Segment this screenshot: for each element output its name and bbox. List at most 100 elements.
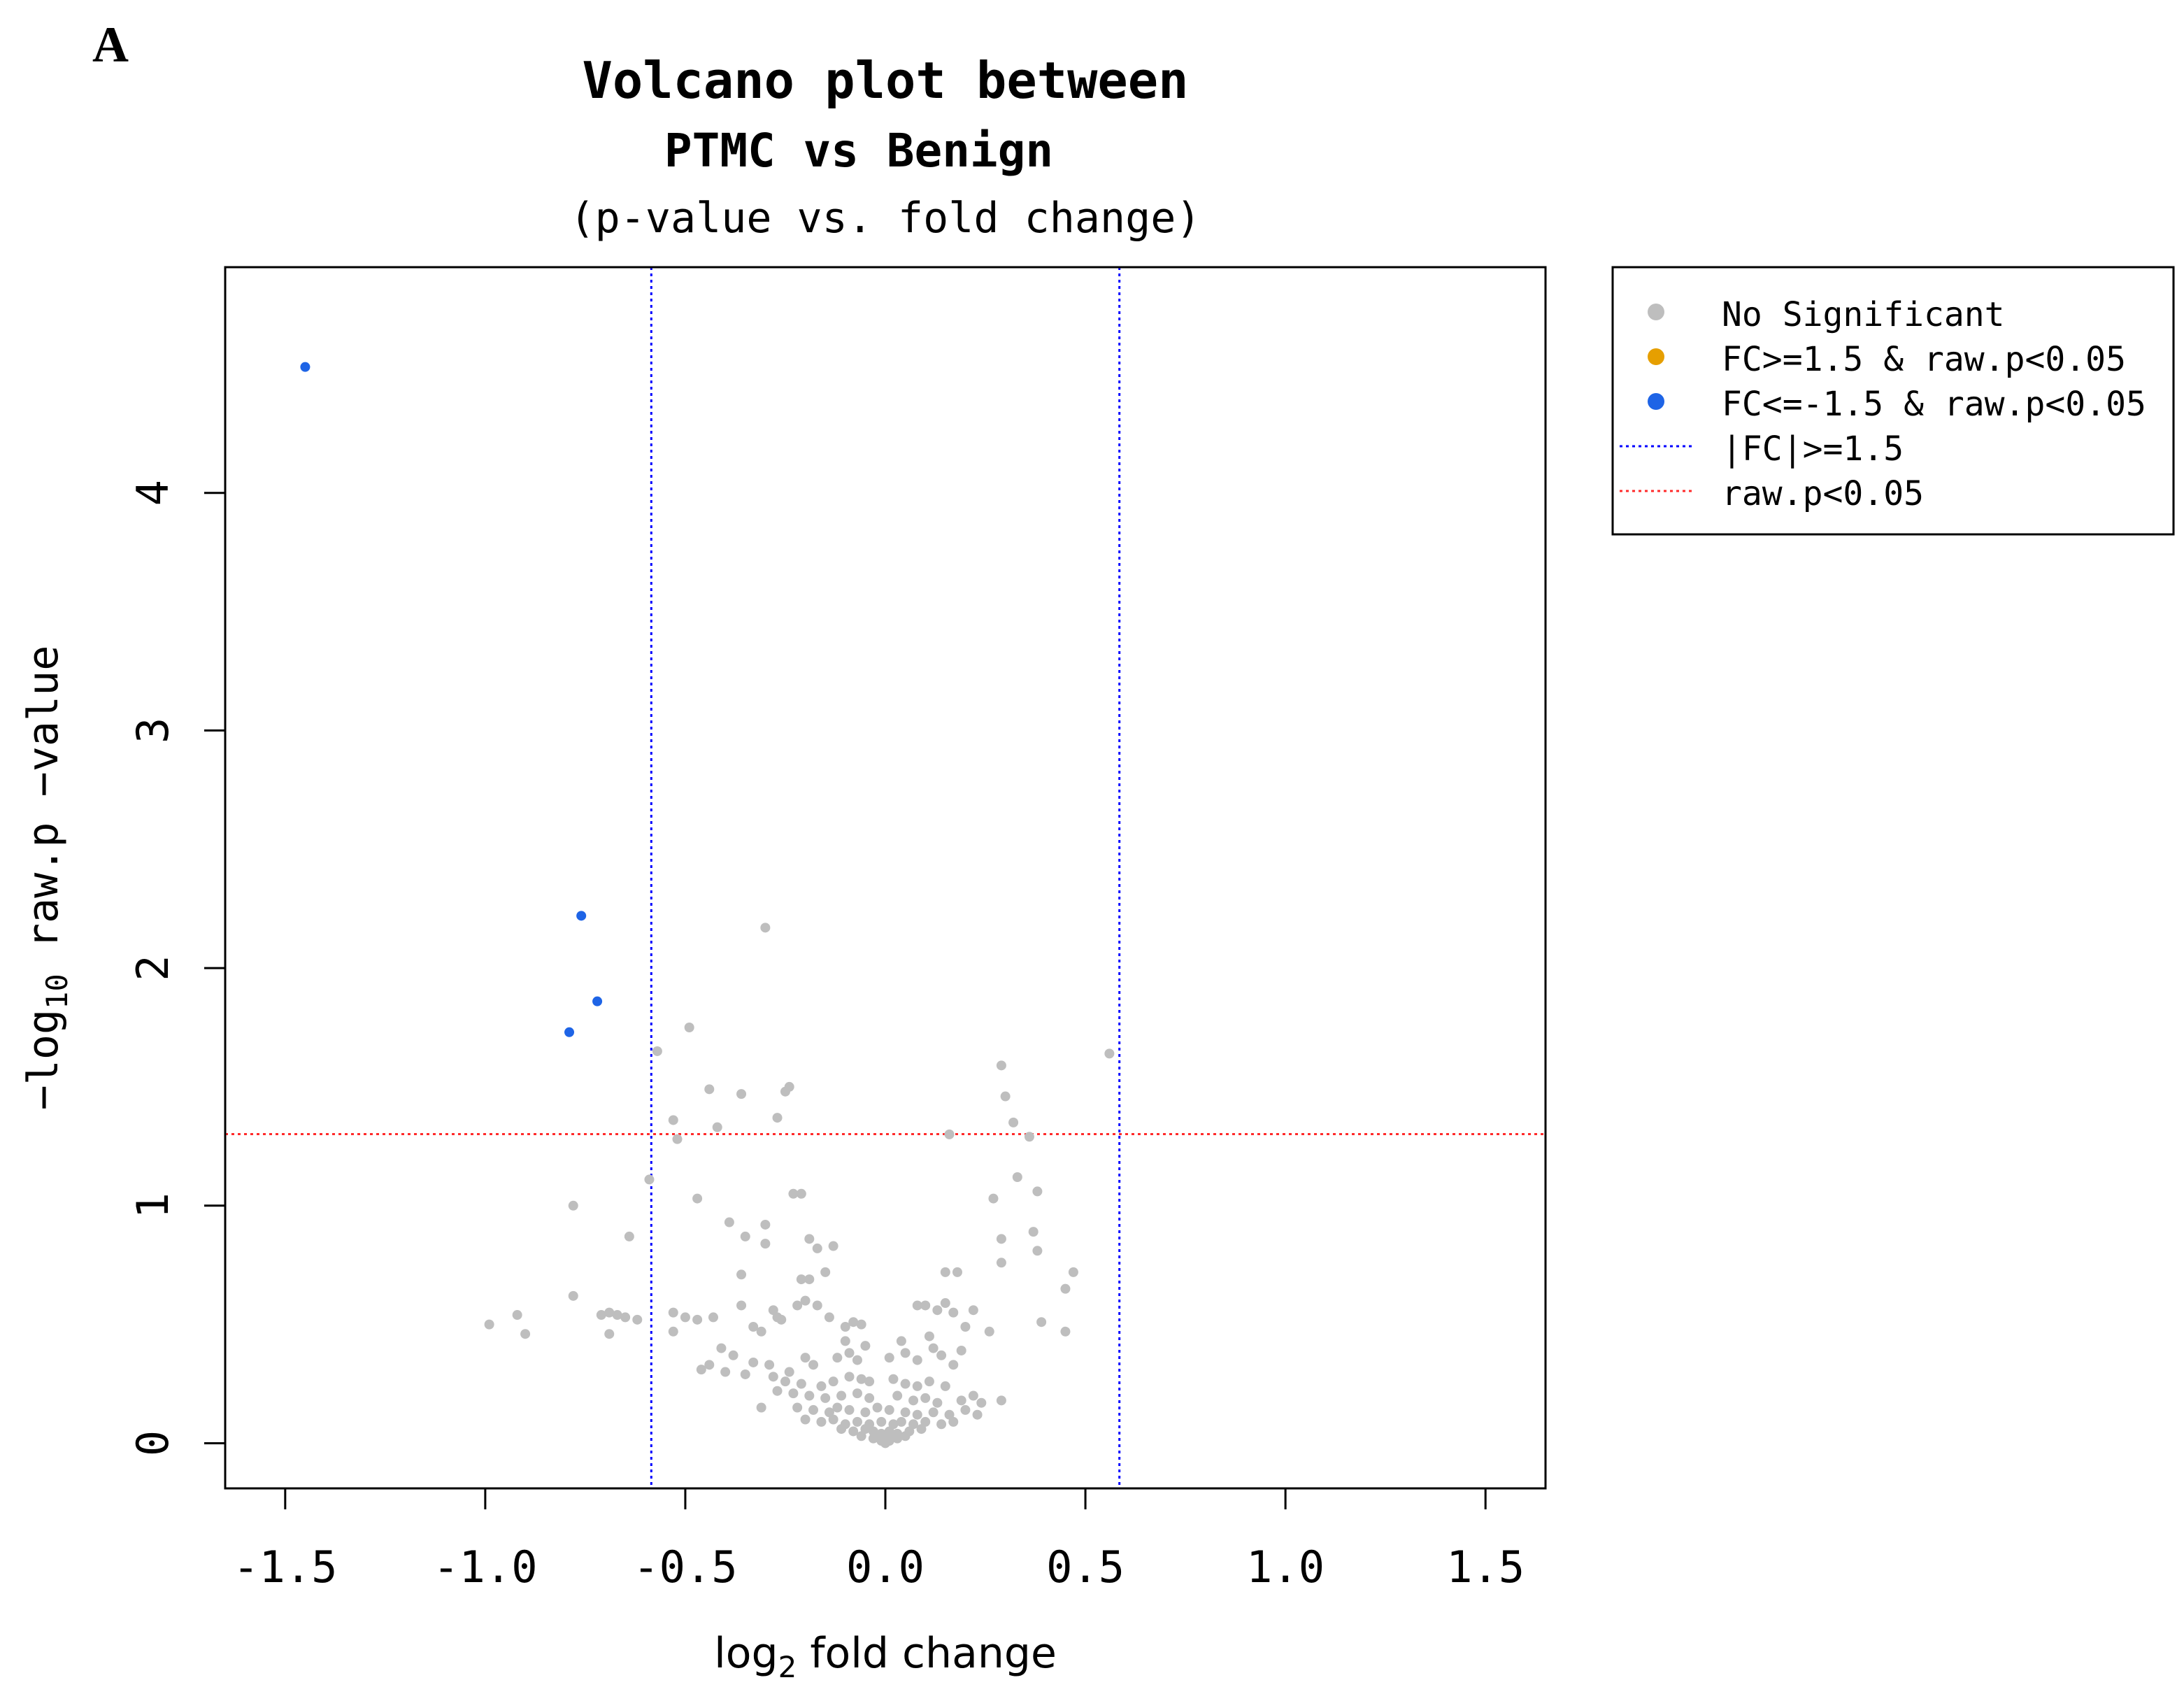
data-point xyxy=(856,1374,866,1384)
data-point xyxy=(856,1431,866,1442)
data-point xyxy=(864,1393,875,1403)
data-point xyxy=(800,1295,811,1306)
data-point xyxy=(952,1267,962,1277)
data-point xyxy=(996,1395,1006,1406)
data-point xyxy=(692,1314,703,1325)
data-point xyxy=(784,1367,794,1377)
data-point xyxy=(808,1404,819,1415)
data-point xyxy=(828,1414,838,1425)
data-point xyxy=(928,1343,938,1353)
data-point xyxy=(624,1231,634,1241)
data-point xyxy=(1008,1117,1019,1127)
data-point xyxy=(1032,1246,1043,1256)
data-point xyxy=(880,1438,890,1449)
data-point xyxy=(840,1336,850,1346)
data-point xyxy=(748,1357,759,1367)
data-point xyxy=(912,1300,922,1311)
data-point xyxy=(704,1084,715,1095)
data-point xyxy=(788,1188,799,1199)
data-point xyxy=(1104,1048,1115,1059)
data-point xyxy=(756,1402,766,1413)
data-point xyxy=(716,1343,727,1353)
data-point xyxy=(1060,1326,1071,1337)
data-point xyxy=(896,1336,906,1346)
data-point xyxy=(828,1241,838,1251)
data-point xyxy=(956,1395,966,1406)
data-point xyxy=(684,1023,694,1033)
data-point xyxy=(896,1416,906,1427)
y-axis: 0 1 2 3 4 xyxy=(127,480,227,1456)
data-point xyxy=(712,1122,722,1132)
data-point xyxy=(860,1407,871,1418)
data-point xyxy=(916,1424,927,1435)
data-point xyxy=(960,1404,971,1415)
data-point xyxy=(996,1234,1006,1244)
data-point xyxy=(564,1027,575,1037)
data-point xyxy=(972,1409,983,1420)
plot-frame xyxy=(224,266,1547,1490)
data-point xyxy=(1024,1132,1034,1142)
x-tick-label: -1.5 xyxy=(233,1542,337,1593)
data-point xyxy=(988,1193,999,1204)
data-point xyxy=(604,1307,615,1318)
data-point xyxy=(668,1115,678,1125)
data-point xyxy=(300,362,311,372)
x-axis: -1.5 -1.0 -0.5 0.0 0.5 1.0 1.5 xyxy=(233,1487,1525,1593)
data-point xyxy=(768,1305,778,1316)
data-point xyxy=(484,1319,494,1330)
data-point xyxy=(800,1353,811,1363)
data-point xyxy=(960,1322,971,1332)
data-point xyxy=(652,1046,662,1056)
data-point xyxy=(796,1274,806,1285)
data-point xyxy=(856,1319,866,1330)
data-point xyxy=(576,911,587,921)
y-tick-label: 1 xyxy=(127,1193,178,1218)
legend-label: No Significant xyxy=(1722,295,2005,334)
data-point xyxy=(816,1416,827,1427)
y-axis-label: −log10 raw.p −value xyxy=(19,646,74,1111)
data-point xyxy=(776,1314,787,1325)
data-point xyxy=(812,1300,822,1311)
data-point xyxy=(772,1386,783,1396)
data-point xyxy=(804,1234,815,1244)
legend-point-swatch xyxy=(1648,393,1664,410)
data-point xyxy=(944,1129,955,1139)
x-axis-label: log2 fold change xyxy=(714,1629,1057,1684)
data-point xyxy=(948,1307,959,1318)
data-point xyxy=(820,1267,831,1277)
data-point xyxy=(1032,1186,1043,1197)
data-point xyxy=(848,1426,859,1437)
data-point xyxy=(820,1393,831,1403)
data-point xyxy=(816,1381,827,1391)
data-point xyxy=(912,1381,922,1391)
y-tick-label: 4 xyxy=(127,480,178,506)
data-point xyxy=(940,1381,950,1391)
data-point xyxy=(760,1239,771,1249)
data-point xyxy=(852,1416,862,1427)
data-point xyxy=(632,1314,643,1325)
x-tick-label: 1.5 xyxy=(1446,1542,1525,1593)
x-tick-label: -1.0 xyxy=(433,1542,537,1593)
data-point xyxy=(928,1407,938,1418)
data-point xyxy=(908,1395,919,1406)
data-point xyxy=(892,1390,903,1401)
data-point xyxy=(568,1290,578,1301)
data-point xyxy=(940,1298,950,1309)
data-point xyxy=(900,1379,911,1389)
data-point xyxy=(592,996,603,1006)
data-point xyxy=(808,1360,819,1370)
data-point xyxy=(932,1305,943,1316)
data-point xyxy=(736,1300,747,1311)
data-point xyxy=(832,1353,843,1363)
y-tick-label: 3 xyxy=(127,718,178,743)
data-point xyxy=(840,1322,850,1332)
data-point xyxy=(792,1402,803,1413)
data-point xyxy=(780,1086,790,1097)
data-point xyxy=(748,1322,759,1332)
data-point xyxy=(908,1419,919,1430)
legend-label: raw.p<0.05 xyxy=(1722,474,1924,513)
data-point xyxy=(520,1329,531,1339)
data-point xyxy=(804,1274,815,1285)
data-point xyxy=(900,1407,911,1418)
